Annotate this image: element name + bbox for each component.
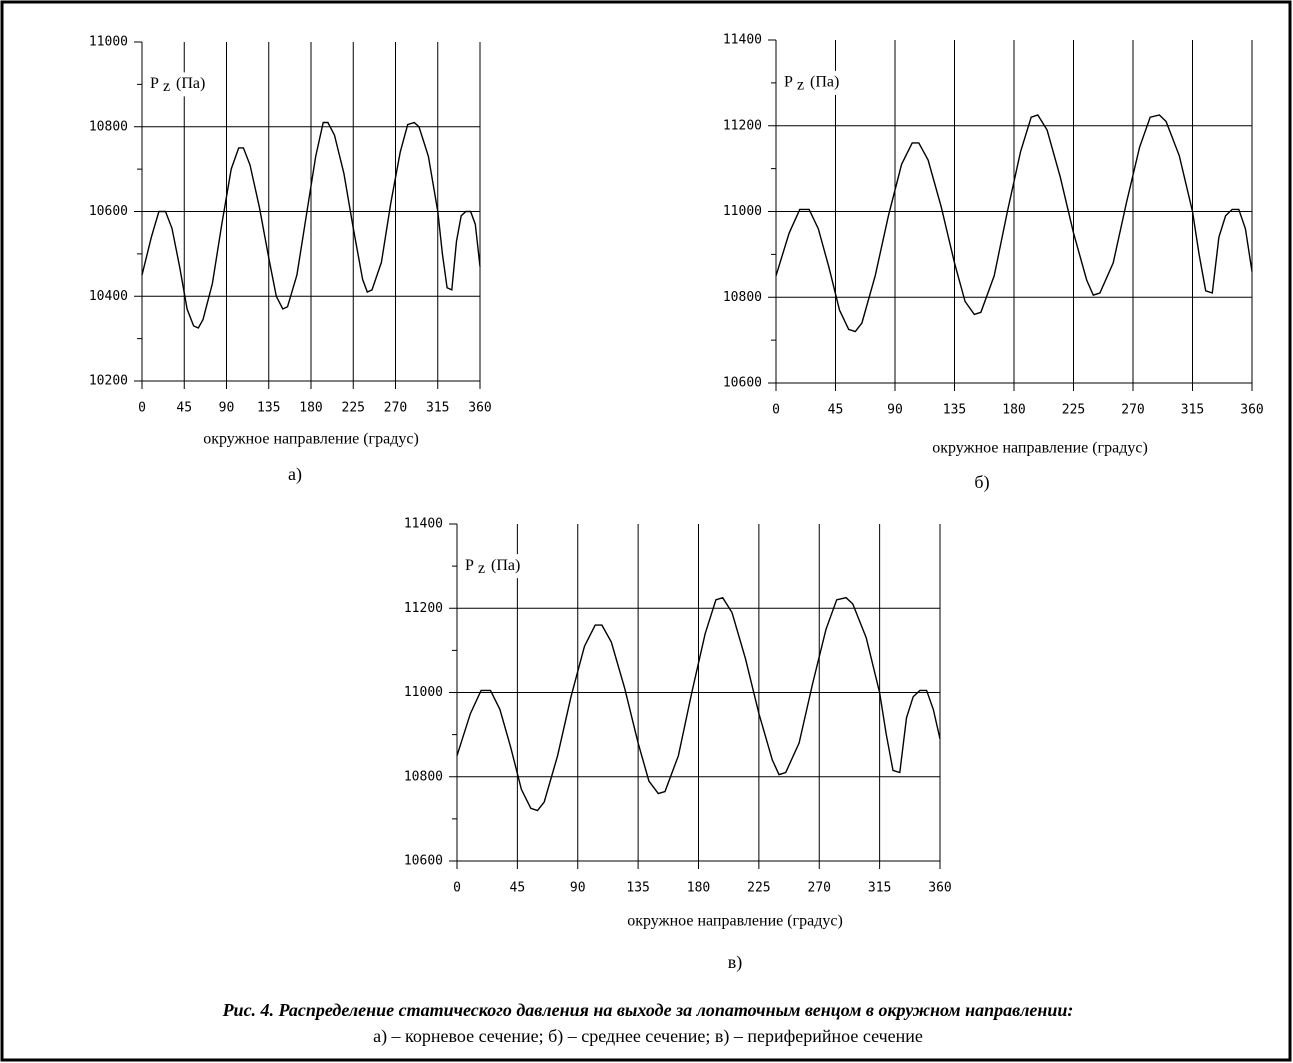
x-label: окружное направление (градус) <box>203 431 419 448</box>
y-tick-label: 11200 <box>723 118 762 133</box>
x-tick-label: 180 <box>1002 403 1025 418</box>
x-tick-label: 225 <box>1062 403 1085 418</box>
x-label: окружное направление (градус) <box>932 440 1148 457</box>
y-label: P <box>465 557 474 574</box>
x-tick-label: 225 <box>342 401 365 416</box>
y-label-sub: z <box>478 560 485 577</box>
panel-label: в) <box>728 952 743 973</box>
y-label-unit: (Па) <box>176 75 205 92</box>
y-label-sub: z <box>163 78 170 95</box>
chart-panel: 10600 10800 11000 11200 11400 0 45 90 135 180 225 2… <box>404 517 952 974</box>
x-tick-label: 135 <box>626 881 649 896</box>
y-tick-label: 11000 <box>89 35 128 50</box>
x-tick-label: 0 <box>772 403 780 418</box>
y-label: P <box>150 75 159 92</box>
y-label: P <box>784 74 793 91</box>
x-tick-label: 135 <box>257 401 280 416</box>
y-label-unit: (Па) <box>491 557 520 574</box>
y-tick-label: 10800 <box>89 119 128 134</box>
y-tick-label: 11000 <box>404 685 443 700</box>
data-line <box>775 114 1253 333</box>
figure-caption-subtitle: а) – корневое сечение; б) – среднее сече… <box>373 1026 923 1047</box>
x-tick-label: 45 <box>176 401 192 416</box>
x-tick-label: 315 <box>868 881 891 896</box>
x-tick-label: 360 <box>928 881 951 896</box>
y-tick-label: 11200 <box>404 601 443 616</box>
x-tick-label: 0 <box>453 881 461 896</box>
x-tick-label: 90 <box>887 403 903 418</box>
x-label: окружное направление (градус) <box>627 913 843 930</box>
y-tick-label: 10400 <box>89 289 128 304</box>
y-label-background <box>146 72 222 97</box>
y-tick-label: 10200 <box>89 374 128 389</box>
panel-label: б) <box>974 472 989 493</box>
y-tick-label: 10800 <box>723 290 762 305</box>
x-tick-label: 0 <box>138 401 146 416</box>
y-tick-label: 11000 <box>723 204 762 219</box>
x-tick-label: 315 <box>426 401 449 416</box>
x-tick-label: 270 <box>1121 403 1144 418</box>
x-tick-label: 180 <box>299 401 322 416</box>
y-tick-label: 10800 <box>404 769 443 784</box>
y-tick-label: 11400 <box>404 517 443 532</box>
y-tick-label: 10600 <box>404 854 443 869</box>
x-tick-label: 90 <box>570 881 586 896</box>
x-tick-label: 225 <box>747 881 770 896</box>
x-tick-label: 270 <box>808 881 831 896</box>
x-tick-label: 360 <box>468 401 491 416</box>
data-line <box>456 596 941 812</box>
x-tick-label: 45 <box>828 403 844 418</box>
y-tick-label: 10600 <box>723 376 762 391</box>
y-label-background <box>461 554 537 579</box>
x-tick-label: 360 <box>1240 403 1263 418</box>
y-tick-label: 10600 <box>89 204 128 219</box>
chart-panel: 10200 10400 10600 10800 11000 0 45 90 135 180 225 2… <box>89 35 492 486</box>
x-tick-label: 135 <box>943 403 966 418</box>
panel-label: а) <box>288 464 302 485</box>
figure-caption-title: Рис. 4. Распределение статического давле… <box>222 1000 1074 1020</box>
x-tick-label: 45 <box>510 881 526 896</box>
y-label-background <box>780 70 856 95</box>
x-tick-label: 270 <box>384 401 407 416</box>
y-label-sub: z <box>797 77 804 94</box>
x-tick-label: 90 <box>219 401 235 416</box>
chart-panel: 10600 10800 11000 11200 11400 0 45 90 135 180 225 2… <box>723 33 1264 494</box>
y-label-unit: (Па) <box>810 74 839 91</box>
y-tick-label: 11400 <box>723 33 762 48</box>
x-tick-label: 180 <box>687 881 710 896</box>
data-line <box>141 121 481 329</box>
x-tick-label: 315 <box>1181 403 1204 418</box>
